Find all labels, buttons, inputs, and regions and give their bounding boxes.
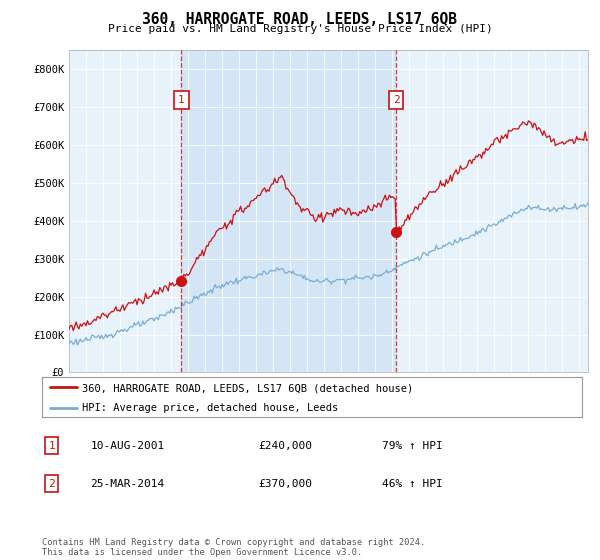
Text: 2: 2 (49, 479, 55, 488)
Text: 2: 2 (393, 95, 400, 105)
Text: 46% ↑ HPI: 46% ↑ HPI (382, 479, 443, 488)
Text: £240,000: £240,000 (258, 441, 312, 451)
Text: 79% ↑ HPI: 79% ↑ HPI (382, 441, 443, 451)
Text: 10-AUG-2001: 10-AUG-2001 (91, 441, 165, 451)
Text: £370,000: £370,000 (258, 479, 312, 488)
Text: 360, HARROGATE ROAD, LEEDS, LS17 6QB: 360, HARROGATE ROAD, LEEDS, LS17 6QB (143, 12, 458, 27)
Bar (181, 50, 396, 372)
Text: Price paid vs. HM Land Registry's House Price Index (HPI): Price paid vs. HM Land Registry's House … (107, 24, 493, 34)
Text: HPI: Average price, detached house, Leeds: HPI: Average price, detached house, Leed… (83, 403, 339, 413)
Text: 1: 1 (178, 95, 185, 105)
Text: 1: 1 (49, 441, 55, 451)
Text: 25-MAR-2014: 25-MAR-2014 (91, 479, 165, 488)
Text: 360, HARROGATE ROAD, LEEDS, LS17 6QB (detached house): 360, HARROGATE ROAD, LEEDS, LS17 6QB (de… (83, 383, 414, 393)
Text: Contains HM Land Registry data © Crown copyright and database right 2024.
This d: Contains HM Land Registry data © Crown c… (42, 538, 425, 557)
